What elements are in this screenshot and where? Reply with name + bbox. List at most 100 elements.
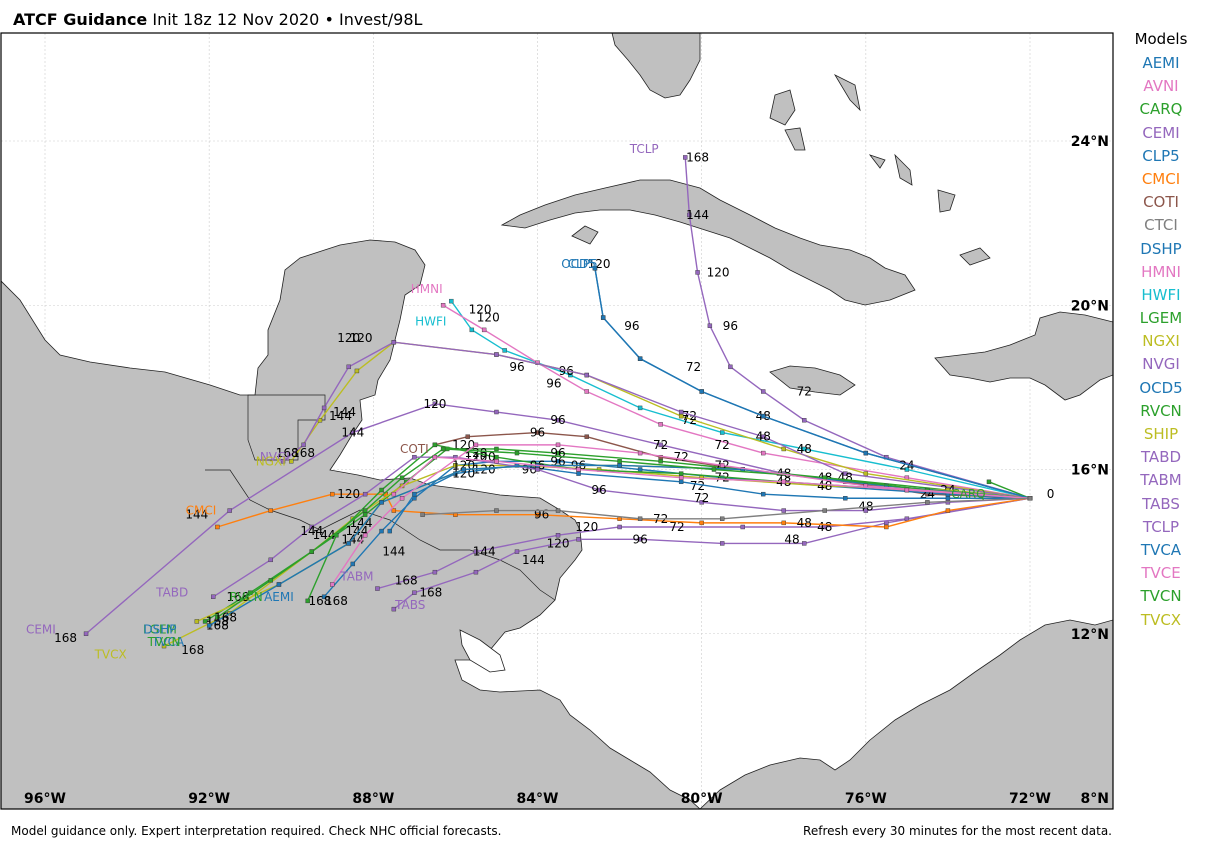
track-point	[379, 528, 384, 534]
forecast-hour-label: 72	[682, 413, 697, 427]
track-point	[469, 327, 475, 333]
track-point	[432, 569, 438, 575]
forecast-hour-label: 0	[1047, 487, 1055, 501]
land-cuba	[500, 179, 916, 306]
track-point	[843, 471, 848, 476]
track-point	[346, 541, 351, 546]
legend-item-nvgi: NVGI	[1142, 355, 1180, 374]
track-dshp	[206, 463, 1033, 628]
track-point	[658, 459, 663, 464]
forecast-hour-label: 72	[715, 438, 730, 452]
track-point	[494, 352, 499, 357]
track-point	[596, 487, 602, 493]
track-point	[514, 450, 520, 456]
land-bahamas-1	[769, 89, 796, 126]
forecast-hour-label: 48	[817, 479, 832, 493]
track-point	[986, 479, 992, 485]
forecast-hour-label: 72	[797, 384, 812, 398]
land-bahamas-4	[868, 154, 886, 169]
track-point	[925, 500, 930, 505]
map-model-label: DSHP	[143, 623, 176, 637]
track-point	[289, 459, 294, 464]
track-point	[321, 594, 327, 599]
track-point	[568, 372, 573, 378]
map-model-label: CMCI	[186, 504, 217, 518]
land-isla-juventud	[571, 225, 599, 245]
track-point	[555, 450, 561, 456]
track-point	[678, 409, 684, 415]
legend-item-rvcn: RVCN	[1140, 401, 1182, 420]
model-tracks: 4872961201441687296120144168487296120489…	[54, 150, 1054, 657]
legend-item-carq: CARQ	[1139, 100, 1183, 119]
map-model-label: TABM	[339, 569, 373, 583]
map-model-label: LGEM	[143, 623, 177, 637]
forecast-hour-label: 96	[624, 319, 639, 333]
track-point	[637, 450, 643, 456]
track-point	[432, 454, 438, 460]
track-point	[83, 631, 89, 636]
track-point	[301, 442, 306, 448]
track-point	[321, 405, 327, 411]
track-point	[699, 520, 704, 526]
land-hispaniola	[934, 311, 1113, 401]
track-point	[440, 303, 446, 308]
track-point	[678, 475, 684, 480]
forecast-hour-label: 168	[686, 150, 709, 164]
track-point	[687, 212, 692, 218]
track-point	[699, 500, 704, 505]
map-model-label: CARQ	[951, 487, 985, 501]
lon-tick-label: 72°W	[1009, 791, 1051, 807]
border-line-2	[205, 469, 556, 601]
track-point	[678, 471, 684, 476]
legend-item-aemi: AEMI	[1142, 54, 1180, 72]
track-point	[555, 533, 561, 538]
track-point	[555, 442, 561, 448]
track-point	[945, 496, 951, 501]
track-point	[194, 619, 200, 624]
border-line	[247, 394, 326, 461]
track-point	[268, 578, 273, 583]
track-point	[761, 434, 766, 439]
track-point	[375, 586, 380, 591]
forecast-hour-label: 72	[690, 479, 705, 493]
track-point	[535, 430, 540, 435]
track-point	[362, 491, 368, 497]
track-nvgi: 48 120 144 168	[276, 331, 1033, 501]
forecast-hour-label: 72	[715, 471, 730, 485]
track-point	[276, 582, 282, 587]
map-model-label: OCD5	[561, 257, 596, 271]
legend-item-tabd: TABD	[1140, 448, 1182, 467]
track-point	[728, 364, 733, 370]
track-point	[473, 442, 479, 448]
track-point	[391, 491, 397, 497]
forecast-hour-label: 144	[522, 553, 545, 567]
forecast-hour-label: 72	[686, 360, 701, 374]
forecast-hour-label: 96	[723, 319, 738, 333]
track-point	[379, 500, 384, 505]
track-point	[781, 479, 786, 485]
footer-disclaimer: Model guidance only. Expert interpretati…	[11, 824, 502, 838]
map-model-label: RVCN	[229, 590, 262, 604]
track-point	[637, 467, 643, 472]
forecast-hour-label: 72	[674, 450, 689, 464]
land-florida	[611, 33, 701, 99]
track-point	[904, 487, 910, 493]
lat-tick-label: 8°N	[1081, 791, 1109, 807]
legend-item-cemi: CEMI	[1142, 123, 1180, 142]
track-point	[465, 434, 470, 439]
forecast-hour-label: 168	[226, 590, 249, 604]
map-model-label: TVCX	[94, 647, 127, 661]
forecast-hour-label: 96	[534, 508, 549, 522]
track-point	[761, 389, 766, 394]
track-point	[330, 491, 335, 497]
track-point	[412, 491, 417, 497]
track-line	[208, 464, 1031, 627]
map-model-label: CLP5	[568, 257, 598, 271]
forecast-hour-label: 144	[329, 409, 352, 423]
track-point	[535, 512, 540, 517]
lon-tick-label: 88°W	[352, 791, 394, 807]
legend-item-ngxi: NGXI	[1142, 332, 1180, 351]
track-point	[555, 459, 561, 464]
